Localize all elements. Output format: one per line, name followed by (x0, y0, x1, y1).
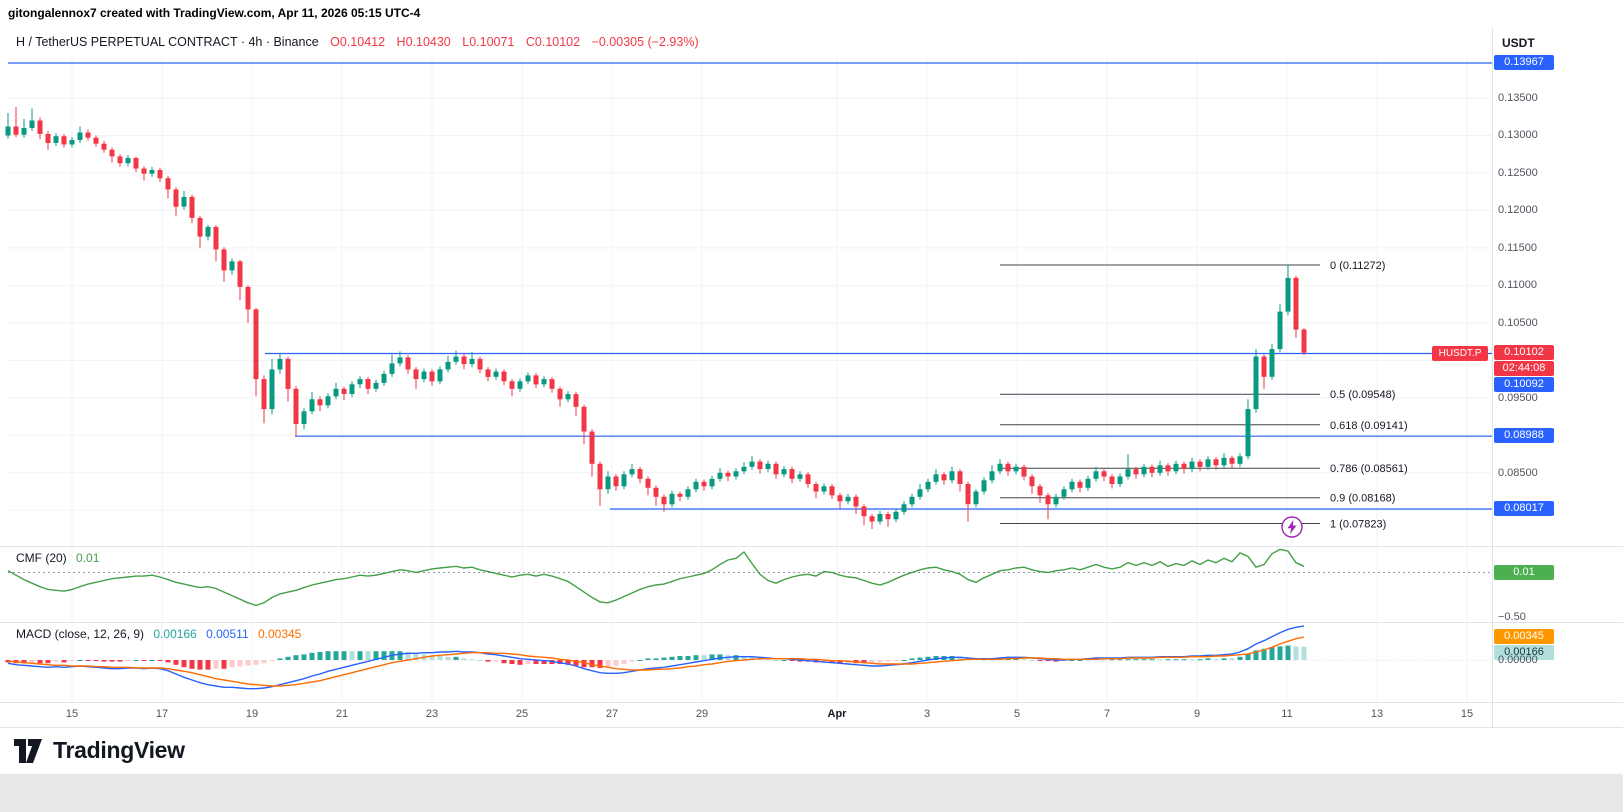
tradingview-logo-text: TradingView (53, 737, 185, 763)
macd-hist-badge[interactable]: 0.00166 (1494, 645, 1554, 660)
ohlc-low: L0.10071 (462, 35, 515, 49)
macd-name: MACD (close, 12, 26, 9) (16, 627, 145, 641)
bottom-band (0, 774, 1623, 812)
symbol-price-chip[interactable]: HUSDT.P (1432, 346, 1488, 361)
chart-legend[interactable]: H / TetherUS PERPETUAL CONTRACT · 4h · B… (16, 35, 699, 49)
cmf-last-value-badge[interactable]: 0.01 (1494, 565, 1554, 580)
macd-line-value: 0.00511 (206, 627, 249, 641)
price-scale-currency-label[interactable]: USDT (1502, 36, 1535, 50)
fib-level-label: 1 (0.07823) (1330, 519, 1386, 531)
tradingview-footer-logo[interactable]: TradingView (14, 737, 185, 764)
ohlc-open: O0.10412 (330, 35, 386, 49)
cmf-axis-min-label: −0.50 (1498, 611, 1526, 623)
fib-level-label: 0.5 (0.09548) (1330, 389, 1395, 401)
fib-level-label: 0.786 (0.08561) (1330, 463, 1408, 475)
symbol-title[interactable]: H / TetherUS PERPETUAL CONTRACT · 4h · B… (16, 35, 319, 49)
fib-level-label: 0.9 (0.08168) (1330, 493, 1395, 505)
attribution-text: gitongalennox7 created with TradingView.… (8, 6, 421, 20)
tradingview-logo-icon (14, 738, 42, 763)
fib-level-label: 0.618 (0.09141) (1330, 420, 1408, 432)
cmf-indicator-header[interactable]: CMF (20) 0.01 (16, 551, 99, 565)
lightning-marker-icon[interactable] (1281, 516, 1303, 538)
macd-hist-value: 0.00166 (153, 627, 197, 641)
fib-level-label: 0 (0.11272) (1330, 260, 1385, 272)
cmf-name: CMF (20) (16, 551, 67, 565)
ohlc-close: C0.10102 (525, 35, 581, 49)
macd-zero-label: 0.00000 (1498, 654, 1538, 666)
macd-indicator-header[interactable]: MACD (close, 12, 26, 9) 0.00166 0.00511 … (16, 627, 301, 641)
macd-signal-badge[interactable]: 0.00345 (1494, 629, 1554, 644)
macd-signal-value: 0.00345 (257, 627, 302, 641)
cmf-value: 0.01 (76, 551, 100, 565)
change-value: −0.00305 (−2.93%) (591, 35, 699, 49)
ohlc-high: H0.10430 (396, 35, 451, 49)
